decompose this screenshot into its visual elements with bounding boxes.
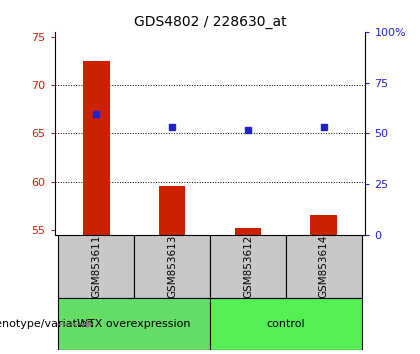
Bar: [210, 298, 362, 350]
Bar: [310, 215, 337, 235]
Text: GSM853611: GSM853611: [91, 235, 101, 298]
Text: WTX overexpression: WTX overexpression: [77, 319, 191, 329]
Bar: [210, 235, 286, 298]
Bar: [58, 235, 134, 298]
Text: GSM853614: GSM853614: [319, 235, 329, 298]
Bar: [286, 235, 362, 298]
Title: GDS4802 / 228630_at: GDS4802 / 228630_at: [134, 16, 286, 29]
Text: control: control: [267, 319, 305, 329]
Bar: [134, 235, 210, 298]
Text: genotype/variation: genotype/variation: [0, 319, 95, 329]
Text: GSM853612: GSM853612: [243, 235, 253, 298]
Bar: [58, 298, 210, 350]
Bar: [83, 61, 110, 235]
Bar: [159, 186, 185, 235]
Bar: [235, 228, 261, 235]
Text: GSM853613: GSM853613: [167, 235, 177, 298]
